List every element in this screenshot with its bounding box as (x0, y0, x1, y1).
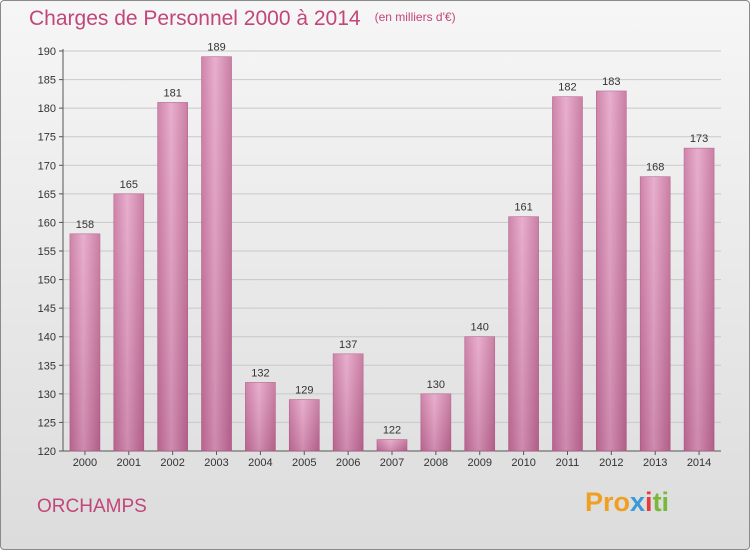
logo-part-4: ti (652, 487, 670, 517)
labels: 120 125 130 135 140 145 150 155 160 165 170 175 180 1… (38, 42, 712, 469)
y-tick-label: 170 (38, 160, 56, 172)
data-label-2008: 130 (427, 379, 445, 391)
x-tick-label-2008: 2008 (424, 457, 448, 469)
y-tick-label: 150 (38, 275, 56, 287)
chart-subtitle: (en milliers d'€) (374, 10, 456, 24)
y-tick-label: 125 (38, 417, 56, 429)
y-tick-label: 135 (38, 360, 56, 372)
x-tick-label-2007: 2007 (380, 457, 404, 469)
data-label-2013: 168 (646, 162, 664, 174)
y-tick-label: 155 (38, 246, 56, 258)
bar-shade-2009 (464, 336, 495, 451)
logo-part-3: i (645, 487, 653, 517)
data-label-2001: 165 (120, 179, 138, 191)
x-tick-label-2002: 2002 (160, 457, 184, 469)
x-tick-label-2003: 2003 (204, 457, 228, 469)
y-tick-label: 160 (38, 217, 56, 229)
bar-shade-2012 (596, 91, 627, 451)
data-label-2010: 161 (514, 202, 532, 214)
data-label-2003: 189 (207, 42, 225, 54)
y-tick-label: 165 (38, 189, 56, 201)
y-tick-label: 145 (38, 303, 56, 315)
x-tick-label-2009: 2009 (467, 457, 491, 469)
y-tick-label: 180 (38, 103, 56, 115)
bar-shade-2004 (245, 382, 276, 451)
x-tick-label-2004: 2004 (248, 457, 272, 469)
bar-shade-2014 (684, 148, 715, 451)
data-label-2004: 132 (251, 367, 269, 379)
bar-shade-2013 (640, 176, 671, 451)
bar-shade-2010 (508, 216, 539, 451)
x-tick-label-2011: 2011 (556, 457, 580, 469)
data-label-2007: 122 (383, 425, 401, 437)
data-label-2009: 140 (471, 322, 489, 334)
y-tick-label: 175 (38, 132, 56, 144)
y-tick-label: 130 (38, 389, 56, 401)
logo-part-2: x (630, 487, 646, 517)
chart-title: Charges de Personnel 2000 à 2014 (en mill… (29, 7, 456, 31)
chart-title-text: Charges de Personnel 2000 à 2014 (29, 7, 361, 30)
bar-shade-2011 (552, 96, 583, 451)
data-label-2011: 182 (558, 82, 576, 94)
x-tick-label-2006: 2006 (336, 457, 360, 469)
commune-name: ORCHAMPS (37, 496, 147, 517)
bar-shade-2000 (69, 233, 100, 451)
data-label-2005: 129 (295, 385, 313, 397)
x-tick-label-2010: 2010 (511, 457, 535, 469)
data-label-2000: 158 (76, 219, 94, 231)
x-tick-label-2012: 2012 (599, 457, 623, 469)
x-tick-label-2013: 2013 (643, 457, 667, 469)
bars (69, 56, 715, 452)
bar-shade-2003 (201, 56, 232, 451)
bar-shade-2005 (289, 399, 320, 451)
y-tick-label: 190 (38, 46, 56, 58)
bar-shade-2006 (333, 353, 364, 451)
x-tick-label-2000: 2000 (73, 457, 97, 469)
logo-part-1: Pro (585, 487, 631, 517)
data-label-2012: 183 (602, 76, 620, 88)
bar-shade-2002 (157, 102, 188, 451)
data-label-2002: 181 (163, 87, 181, 99)
bar-shade-2007 (377, 439, 407, 451)
x-tick-label-2001: 2001 (117, 457, 141, 469)
y-tick-label: 120 (38, 446, 56, 458)
y-tick-label: 185 (38, 75, 56, 87)
bar-shade-2001 (113, 193, 144, 451)
data-label-2014: 173 (690, 133, 708, 145)
data-label-2006: 137 (339, 339, 357, 351)
bar-shade-2008 (420, 393, 451, 451)
y-tick-label: 140 (38, 332, 56, 344)
proxiti-logo: Proxiti (585, 487, 669, 518)
x-tick-label-2005: 2005 (292, 457, 316, 469)
x-tick-label-2014: 2014 (687, 457, 711, 469)
